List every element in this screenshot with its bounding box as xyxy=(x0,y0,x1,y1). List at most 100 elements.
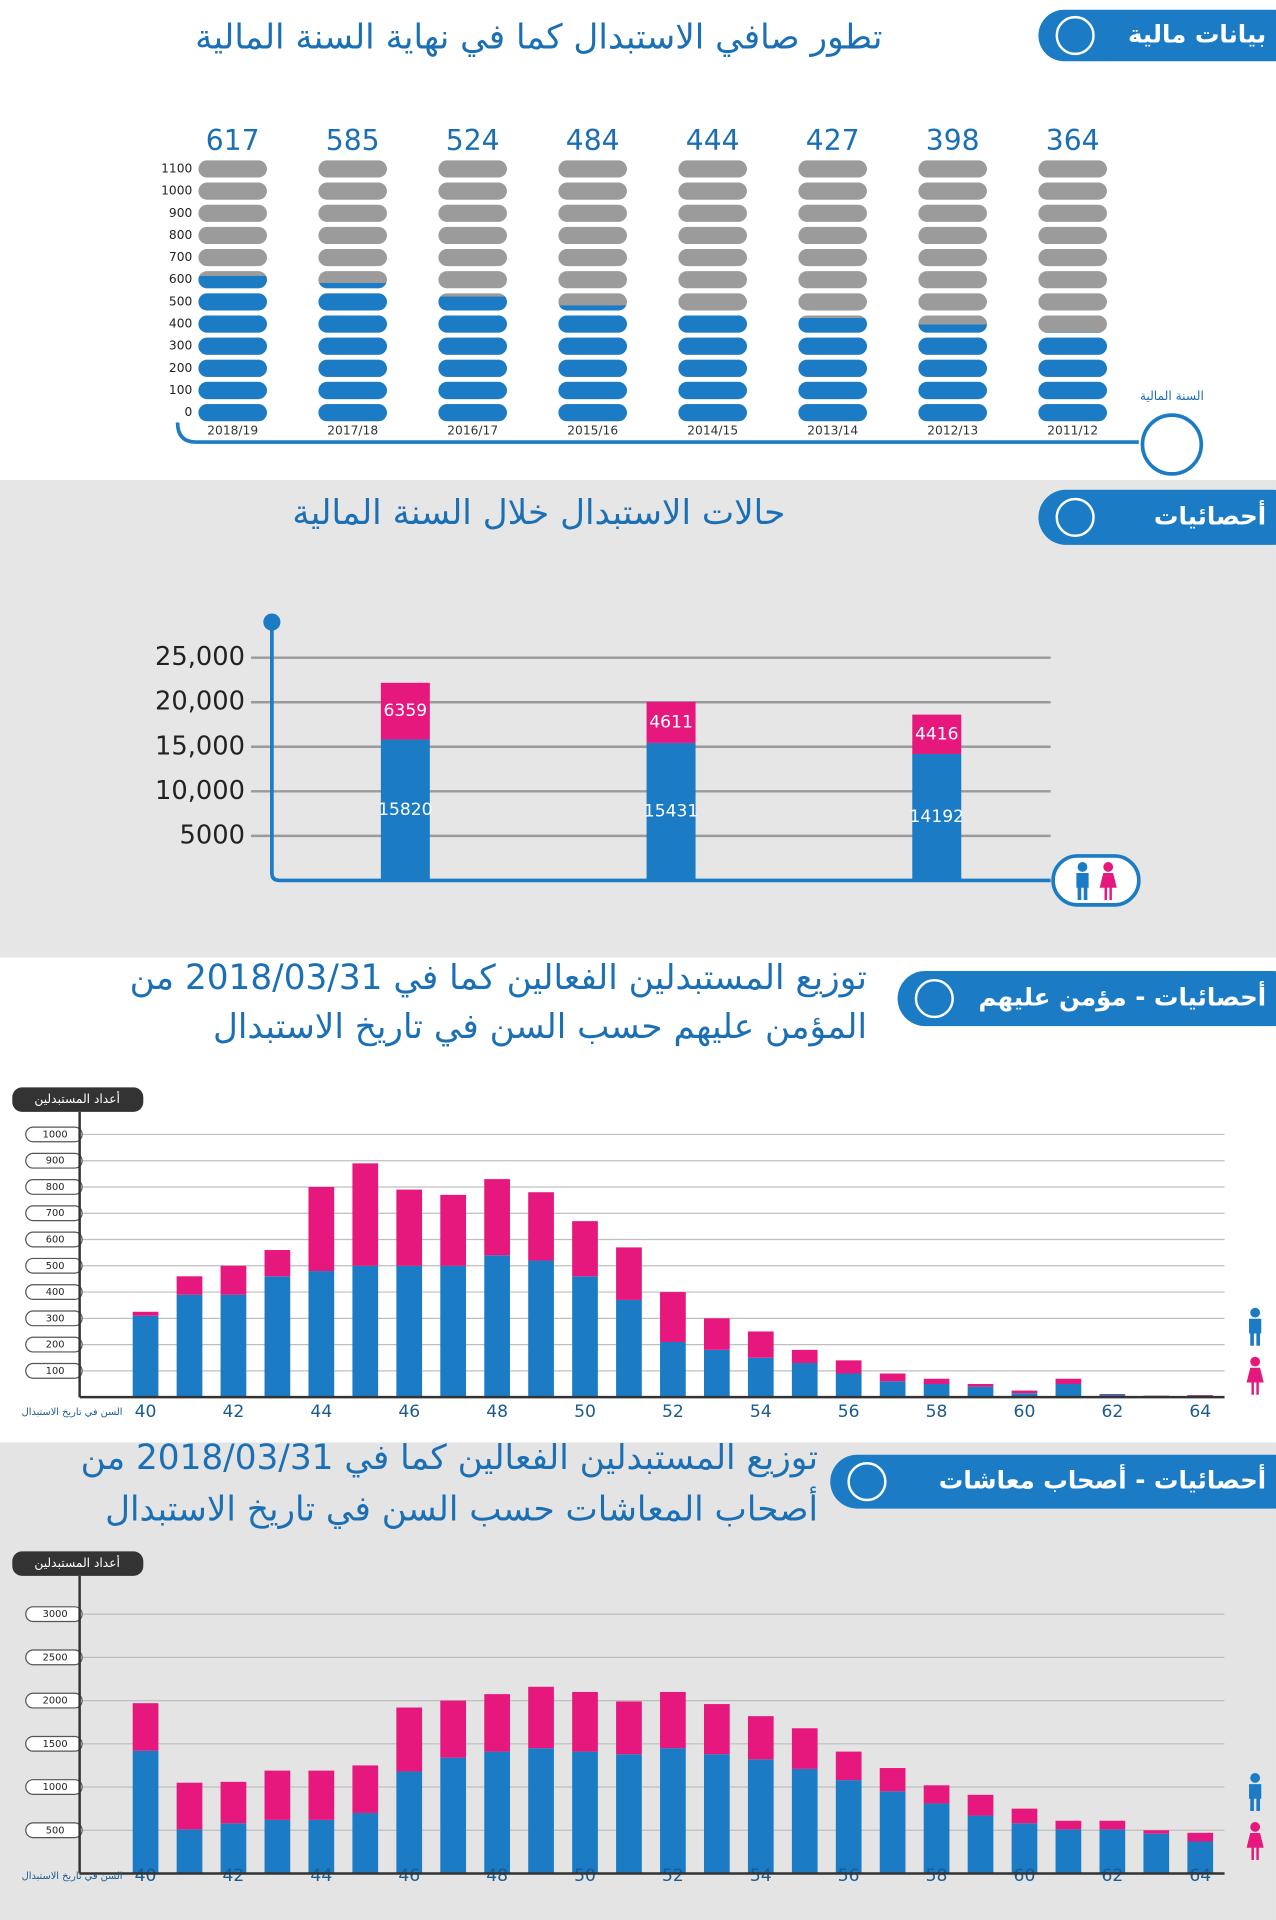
x-tick-label: 54 xyxy=(750,1402,772,1422)
bar-segment xyxy=(791,1768,818,1874)
pill xyxy=(678,226,747,245)
x-tick-label: 50 xyxy=(574,1866,596,1886)
bar-segment xyxy=(967,1386,994,1398)
bar-segment xyxy=(572,1221,598,1277)
y-tick-label: 1500 xyxy=(43,1739,68,1750)
y-tick-label: 2000 xyxy=(43,1696,68,1707)
bar-segment xyxy=(1143,1830,1170,1834)
pill xyxy=(1038,182,1107,200)
x-tick-label: 2017/18 xyxy=(327,424,378,438)
x-tick-label: 42 xyxy=(223,1402,245,1422)
y-tick-label: 5000 xyxy=(180,820,245,850)
pill xyxy=(558,249,627,267)
bar-segment xyxy=(912,753,962,881)
x-tick-label: 50 xyxy=(574,1402,596,1422)
y-tick-pill xyxy=(25,1231,83,1248)
pill xyxy=(558,204,627,222)
x-tick-label: 64 xyxy=(1189,1866,1211,1886)
y-tick-label: 300 xyxy=(169,339,192,353)
pill xyxy=(1038,226,1107,245)
pill xyxy=(678,182,747,200)
bar-segment xyxy=(660,1748,686,1874)
bar-segment xyxy=(528,1686,554,1749)
axis-icon xyxy=(1140,413,1204,476)
bar-segment xyxy=(352,1265,379,1398)
value-label: 14192 xyxy=(910,807,964,827)
bar-segment xyxy=(352,1812,379,1874)
x-tick-label: 2018/19 xyxy=(207,424,258,438)
bar-segment xyxy=(1143,1833,1170,1874)
value-label: 15820 xyxy=(378,800,432,820)
bar-segment xyxy=(879,1373,906,1382)
pill xyxy=(918,182,987,200)
pill xyxy=(318,182,387,200)
legend-pill xyxy=(1051,854,1141,907)
bar-segment xyxy=(484,1179,510,1256)
bar-segment xyxy=(791,1728,818,1769)
pill xyxy=(318,160,387,178)
pill xyxy=(1038,315,1107,333)
y-tick-pill xyxy=(25,1822,83,1839)
bar-segment xyxy=(1011,1823,1038,1874)
badge-text: بيانات مالية xyxy=(1128,20,1266,49)
value-label: 4416 xyxy=(915,724,959,744)
y-label-pill xyxy=(12,1551,144,1576)
y-axis-label: أعداد المستبدلين xyxy=(34,1555,120,1571)
badge-icon xyxy=(914,978,954,1019)
bar-segment xyxy=(396,1707,423,1772)
y-tick-pill xyxy=(25,1152,83,1169)
y-tick-label: 100 xyxy=(46,1366,65,1377)
value-label: 484 xyxy=(566,124,620,157)
bar-segment xyxy=(220,1781,247,1824)
bar-segment xyxy=(132,1311,159,1316)
y-tick-label: 200 xyxy=(46,1340,65,1351)
pill xyxy=(438,182,507,200)
bar-segment xyxy=(1011,1393,1038,1398)
x-tick-label: 62 xyxy=(1101,1402,1123,1422)
y-tick-label: 700 xyxy=(169,250,192,264)
pill xyxy=(438,204,507,222)
badge-text: أحصائيات - مؤمن عليهم xyxy=(978,981,1266,1012)
y-tick-pill xyxy=(25,1336,83,1353)
pill xyxy=(918,226,987,245)
chart-title: حالات الاستبدال خلال السنة المالية xyxy=(292,493,785,533)
bar-segment xyxy=(220,1265,247,1295)
legend-icon xyxy=(1250,1822,1261,1832)
bar-segment xyxy=(380,739,430,881)
bar-segment xyxy=(703,1754,730,1874)
bar-segment xyxy=(923,1785,950,1804)
y-tick-label: 700 xyxy=(46,1208,65,1219)
bar xyxy=(1038,332,1107,422)
x-tick-label: 46 xyxy=(398,1866,420,1886)
value-label: 617 xyxy=(206,124,260,157)
y-tick-label: 400 xyxy=(46,1287,65,1298)
y-tick-label: 500 xyxy=(46,1261,65,1272)
bar-segment xyxy=(923,1803,950,1874)
y-tick-label: 25,000 xyxy=(155,642,245,672)
bar-segment xyxy=(308,1271,335,1398)
x-tick-label: 62 xyxy=(1101,1866,1123,1886)
y-tick-label: 1000 xyxy=(43,1129,68,1140)
pill xyxy=(918,160,987,178)
y-tick-label: 600 xyxy=(169,272,192,286)
bar-segment xyxy=(176,1782,203,1830)
y-tick-label: 400 xyxy=(169,317,192,331)
pill xyxy=(918,249,987,267)
legend-icon xyxy=(1250,1773,1261,1783)
bar xyxy=(918,324,987,422)
bar-segment xyxy=(1099,1393,1126,1395)
bar-segment xyxy=(396,1189,423,1266)
y-tick-label: 0 xyxy=(184,405,192,419)
bar-segment xyxy=(703,1349,730,1398)
pill xyxy=(438,226,507,245)
pill xyxy=(558,160,627,178)
bar-segment xyxy=(528,1192,554,1261)
bar-segment xyxy=(176,1829,203,1874)
y-tick-pill xyxy=(25,1126,83,1143)
y-tick-label: 10,000 xyxy=(155,776,245,806)
x-tick-label: 2016/17 xyxy=(447,424,498,438)
pill xyxy=(798,160,867,178)
x-tick-label: 40 xyxy=(135,1402,157,1422)
pill xyxy=(678,249,747,267)
y-tick-label: 900 xyxy=(46,1156,65,1167)
